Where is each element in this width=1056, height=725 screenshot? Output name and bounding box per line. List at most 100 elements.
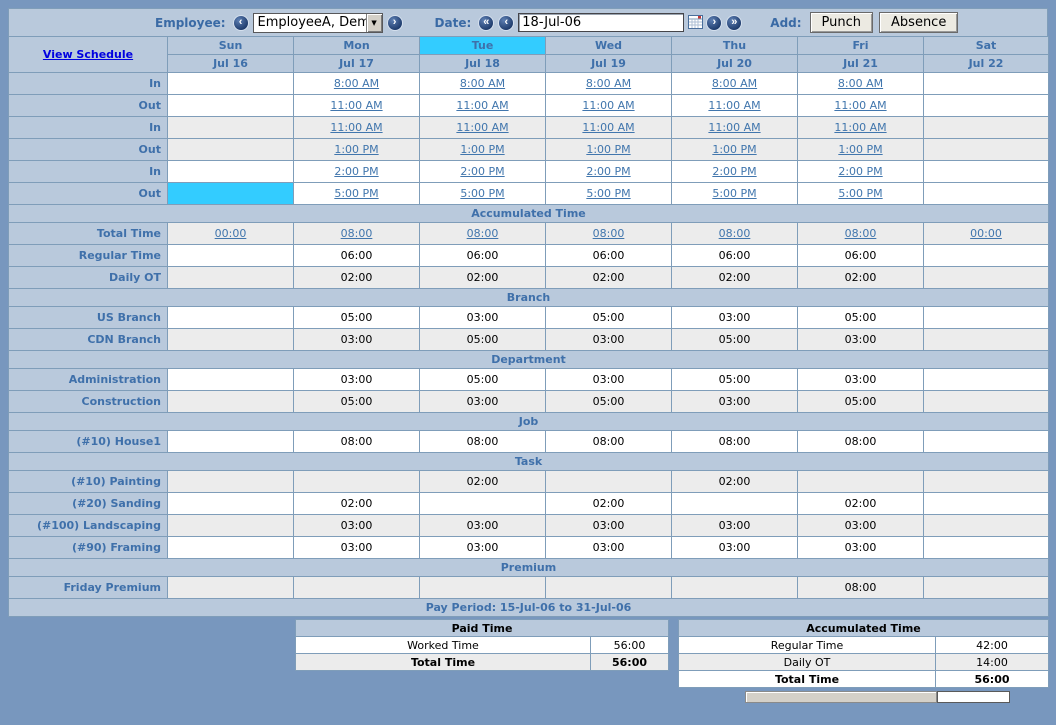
table-row: (#10) Painting 02:00 02:00 (8, 470, 1049, 493)
punch-time-link[interactable]: 1:00 PM (334, 143, 379, 156)
clipped-input[interactable] (937, 691, 1010, 703)
pay-period-bar: Pay Period: 15-Jul-06 to 31-Jul-06 (8, 598, 1049, 617)
total-time-link[interactable]: 00:00 (214, 227, 247, 240)
punch-time-link[interactable]: 8:00 AM (585, 77, 632, 90)
punch-time-link[interactable]: 11:00 AM (330, 99, 383, 112)
time-cell (923, 492, 1049, 515)
punch-time-link[interactable]: 2:00 PM (586, 165, 631, 178)
total-time-link[interactable]: 08:00 (466, 227, 499, 240)
total-time-link[interactable]: 00:00 (970, 227, 1002, 240)
summary-area: Paid Time Worked Time 56:00 Total Time 5… (8, 617, 1049, 703)
punch-cell: 11:00 AM (545, 116, 672, 139)
punch-time-link[interactable]: 5:00 PM (334, 187, 379, 200)
punch-time-link[interactable]: 1:00 PM (712, 143, 757, 156)
punch-time-link[interactable]: 8:00 AM (459, 77, 506, 90)
punch-time-link[interactable]: 1:00 PM (460, 143, 505, 156)
punch-time-link[interactable]: 11:00 AM (834, 99, 887, 112)
time-cell (797, 470, 924, 493)
summary-row: Daily OT 14:00 (678, 653, 1049, 671)
date-fast-next-icon[interactable]: » (726, 14, 743, 31)
time-cell (167, 368, 294, 391)
calendar-icon[interactable] (687, 15, 703, 30)
summary-label: Daily OT (678, 653, 936, 671)
total-time-link[interactable]: 08:00 (718, 227, 751, 240)
time-cell: 05:00 (293, 306, 420, 329)
row-label: In (8, 72, 168, 95)
punch-time-link[interactable]: 11:00 AM (834, 121, 887, 134)
table-row: Friday Premium 08:00 (8, 576, 1049, 599)
time-cell: 03:00 (797, 514, 924, 537)
punch-time-link[interactable]: 11:00 AM (582, 99, 635, 112)
punch-button[interactable]: Punch (809, 12, 874, 33)
punch-time-link[interactable]: 8:00 AM (837, 77, 884, 90)
time-cell: 06:00 (671, 244, 798, 267)
time-cell: 02:00 (671, 470, 798, 493)
time-cell: 03:00 (671, 306, 798, 329)
view-schedule-link[interactable]: View Schedule (42, 48, 134, 61)
day-header: Wed (545, 36, 672, 55)
date-fast-prev-icon[interactable]: « (478, 14, 495, 31)
day-date: Jul 16 (167, 54, 294, 73)
punch-cell: 5:00 PM (797, 182, 924, 205)
punch-time-link[interactable]: 8:00 AM (711, 77, 758, 90)
punch-cell-selected[interactable] (167, 182, 294, 205)
punch-time-link[interactable]: 2:00 PM (334, 165, 379, 178)
punch-time-link[interactable]: 5:00 PM (586, 187, 631, 200)
row-label: US Branch (8, 306, 168, 329)
punch-time-link[interactable]: 11:00 AM (456, 99, 509, 112)
section-row: Department (8, 350, 1049, 369)
time-cell: 08:00 (671, 430, 798, 453)
time-cell (293, 576, 420, 599)
date-prev-icon[interactable]: ‹ (498, 14, 515, 31)
punch-time-link[interactable]: 11:00 AM (582, 121, 635, 134)
punch-cell: 11:00 AM (293, 116, 420, 139)
section-header: Job (8, 412, 1049, 431)
date-input[interactable] (518, 13, 685, 32)
punch-time-link[interactable]: 5:00 PM (838, 187, 883, 200)
time-cell (923, 430, 1049, 453)
section-row: Premium (8, 558, 1049, 577)
punch-cell: 11:00 AM (293, 94, 420, 117)
time-cell (167, 514, 294, 537)
employee-prev-icon[interactable]: ‹ (232, 14, 249, 31)
total-time-link[interactable]: 08:00 (844, 227, 877, 240)
punch-time-link[interactable]: 5:00 PM (460, 187, 505, 200)
dropdown-arrow-icon[interactable]: ▼ (365, 13, 382, 32)
total-time-link[interactable]: 08:00 (340, 227, 373, 240)
absence-button[interactable]: Absence (879, 12, 959, 33)
row-label: In (8, 116, 168, 139)
punch-time-link[interactable]: 11:00 AM (708, 99, 761, 112)
punch-cell (167, 138, 294, 161)
punch-time-link[interactable]: 8:00 AM (333, 77, 380, 90)
time-cell: 06:00 (419, 244, 546, 267)
punch-time-link[interactable]: 2:00 PM (712, 165, 757, 178)
punch-time-link[interactable]: 11:00 AM (708, 121, 761, 134)
punch-time-link[interactable]: 5:00 PM (712, 187, 757, 200)
punch-cell: 11:00 AM (671, 116, 798, 139)
punch-time-link[interactable]: 11:00 AM (330, 121, 383, 134)
row-label: Out (8, 138, 168, 161)
clipped-button[interactable] (745, 691, 937, 703)
accumulated-time-table: Accumulated Time Regular Time 42:00 Dail… (678, 619, 1049, 688)
punch-time-link[interactable]: 11:00 AM (456, 121, 509, 134)
punch-time-link[interactable]: 2:00 PM (460, 165, 505, 178)
employee-next-icon[interactable]: › (386, 14, 403, 31)
total-time-link[interactable]: 08:00 (592, 227, 625, 240)
table-row: Daily OT 02:00 02:00 02:00 02:00 02:00 (8, 266, 1049, 289)
row-label: (#100) Landscaping (8, 514, 168, 537)
punch-time-link[interactable]: 1:00 PM (838, 143, 883, 156)
time-cell: 05:00 (545, 306, 672, 329)
time-cell (167, 492, 294, 515)
summary-row: Total Time 56:00 (295, 653, 669, 671)
time-cell: 06:00 (545, 244, 672, 267)
time-cell: 03:00 (797, 536, 924, 559)
punch-time-link[interactable]: 2:00 PM (838, 165, 883, 178)
row-label: Regular Time (8, 244, 168, 267)
time-cell: 05:00 (797, 390, 924, 413)
time-cell: 03:00 (797, 368, 924, 391)
total-cell: 00:00 (167, 222, 294, 245)
summary-row: Total Time 56:00 (678, 670, 1049, 688)
date-next-icon[interactable]: › (706, 14, 723, 31)
employee-select[interactable]: EmployeeA, Demo ▼ (252, 12, 383, 33)
punch-time-link[interactable]: 1:00 PM (586, 143, 631, 156)
